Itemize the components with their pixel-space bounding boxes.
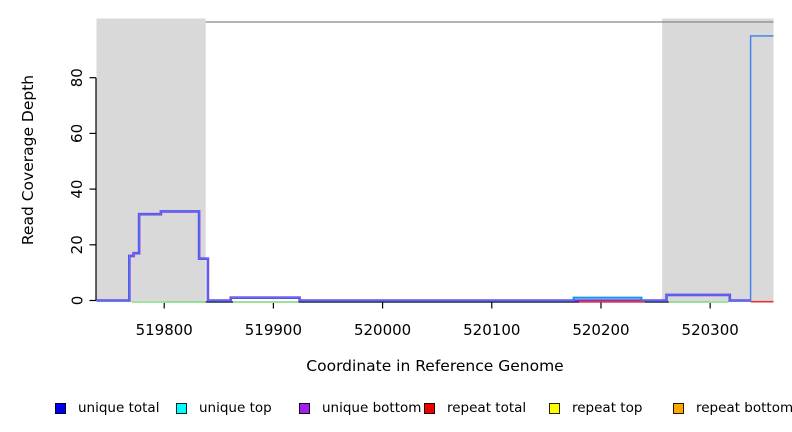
x-tick-label: 520100 — [463, 321, 520, 339]
legend-item-unique-total: unique total — [55, 398, 159, 418]
y-tick-label: 60 — [68, 124, 86, 143]
legend-item-repeat-top: repeat top — [549, 398, 642, 418]
x-tick-label: 520300 — [682, 321, 739, 339]
y-tick-label: 40 — [68, 180, 86, 199]
repeat-region-left — [96, 18, 206, 302]
legend-swatch-icon — [549, 402, 560, 414]
y-tick-label: 0 — [68, 296, 86, 306]
series-unique-total — [96, 35, 774, 302]
legend-item-unique-bottom: unique bottom — [299, 398, 421, 418]
x-tick-label: 519800 — [136, 321, 193, 339]
legend-swatch-icon — [673, 402, 684, 414]
legend-item-repeat-bottom: repeat bottom — [673, 398, 792, 418]
legend-swatch-icon — [55, 402, 66, 414]
legend: unique total unique top unique bottom repea… — [0, 398, 792, 420]
legend-label: unique top — [199, 400, 272, 416]
y-axis-title: Read Coverage Depth — [19, 74, 37, 246]
legend-label: unique total — [78, 400, 160, 416]
x-tick-label: 519900 — [245, 321, 302, 339]
legend-label: repeat bottom — [696, 400, 792, 416]
legend-label: unique bottom — [322, 400, 422, 416]
x-tick-label: 520200 — [572, 321, 629, 339]
y-tick-label: 20 — [68, 235, 86, 254]
legend-item-repeat-total: repeat total — [424, 398, 526, 418]
legend-item-unique-top: unique top — [176, 398, 272, 418]
legend-label: repeat total — [447, 400, 527, 416]
y-tick-label: 80 — [68, 68, 86, 87]
x-axis-title: Coordinate in Reference Genome — [306, 357, 564, 375]
legend-swatch-icon — [176, 402, 187, 414]
legend-swatch-icon — [299, 402, 310, 414]
x-tick-label: 520000 — [354, 321, 411, 339]
legend-label: repeat top — [572, 400, 643, 416]
legend-swatch-icon — [424, 402, 435, 414]
repeat-region-right — [662, 18, 774, 302]
